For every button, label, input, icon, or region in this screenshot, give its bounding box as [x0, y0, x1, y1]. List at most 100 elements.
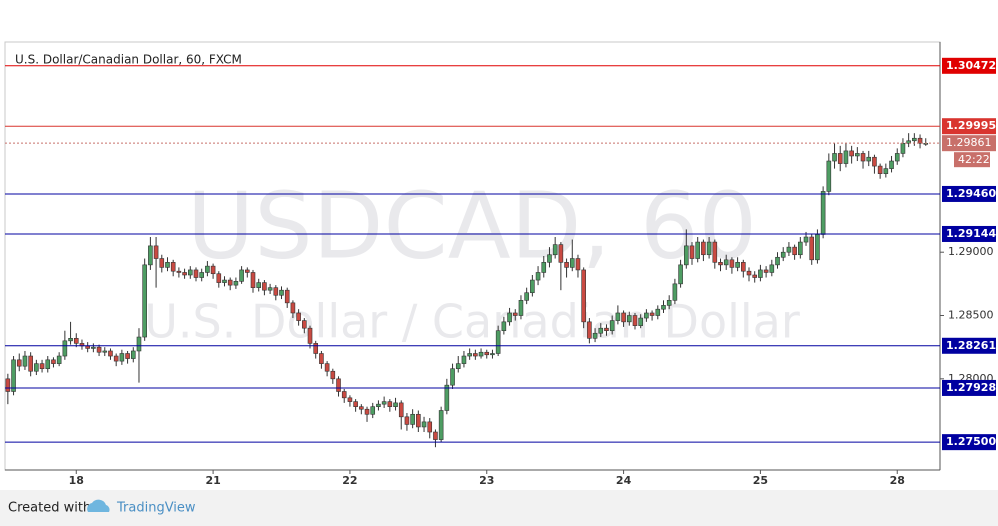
candle-body [524, 292, 529, 301]
x-tick-label: 24 [616, 474, 632, 487]
candle-body [809, 236, 815, 261]
candle-body [73, 338, 79, 344]
candle-body [655, 308, 661, 316]
last-price-label: 1.29861 [946, 136, 992, 149]
candle-body [56, 355, 62, 364]
candle-body [701, 241, 706, 256]
candle-body [837, 153, 843, 164]
candle-body [284, 289, 290, 304]
candle-body [233, 281, 239, 286]
candle-body [473, 353, 478, 357]
candle-body [96, 346, 102, 353]
candle-body [245, 269, 250, 273]
candle-body [336, 378, 341, 392]
candle-body [547, 254, 552, 263]
candle-body [159, 258, 165, 268]
x-tick-label: 25 [753, 474, 768, 487]
candle-body [638, 317, 643, 326]
candle-body [894, 153, 900, 162]
candle-body [798, 241, 803, 256]
candle-body [262, 282, 267, 291]
tradingview-logo [87, 499, 110, 512]
candle-body [900, 143, 906, 154]
candle-body [433, 431, 438, 440]
candle-body [592, 332, 598, 339]
candle-body [427, 421, 433, 433]
candle-body [296, 312, 301, 321]
chart-title: U.S. Dollar/Canadian Dollar, 60, FXCM [15, 53, 242, 67]
candle-body [569, 258, 575, 268]
candle-body [130, 350, 136, 359]
candle-body [136, 336, 142, 352]
candle-body [28, 355, 33, 372]
candle-body [872, 156, 877, 167]
candle-body [735, 262, 740, 268]
candle-body [102, 350, 108, 353]
candle-body [906, 140, 911, 144]
candle-body [706, 241, 712, 256]
y-tick-label: 1.29000 [948, 245, 994, 258]
candle-body [832, 153, 837, 162]
candle-body [478, 351, 484, 357]
countdown-label: 42:22 [958, 153, 990, 166]
footer-brand[interactable]: TradingView [116, 501, 196, 516]
candle-body [604, 327, 609, 332]
candle-body [786, 246, 792, 253]
candle-body [535, 272, 541, 281]
candle-body [843, 150, 849, 164]
candle-body [410, 413, 415, 425]
candle-body [62, 340, 68, 357]
candle-body [364, 408, 370, 415]
candle-body [877, 165, 883, 174]
candle-body [239, 269, 244, 282]
candle-body [530, 279, 535, 294]
candle-body [729, 259, 735, 268]
candle-body [199, 272, 204, 278]
candle-body [307, 327, 313, 344]
candle-body [11, 359, 16, 392]
candle-body [330, 370, 336, 380]
candle-body [541, 262, 547, 273]
candle-body [587, 321, 592, 339]
candle-body [461, 355, 467, 364]
candle-body [381, 401, 387, 405]
x-tick-label: 21 [205, 474, 220, 487]
candle-body [267, 287, 273, 291]
candle-body [718, 262, 723, 266]
candle-body [552, 244, 558, 256]
candle-body [216, 273, 222, 283]
candle-body [820, 191, 826, 235]
level-label-box [942, 225, 996, 242]
candle-body [85, 345, 90, 349]
candle-body [826, 160, 832, 192]
candle-body [45, 359, 51, 369]
candle-body [490, 353, 495, 356]
level-label-box [942, 57, 996, 74]
candle-body [803, 236, 809, 243]
candle-body [644, 312, 649, 319]
level-label-box [942, 379, 996, 396]
level-label-box [942, 337, 996, 354]
candle-body [22, 355, 28, 367]
candle-body [467, 353, 472, 357]
level-label: 1.30472 [946, 59, 996, 72]
candle-body [125, 353, 130, 359]
candle-body [421, 421, 427, 428]
level-label-box [942, 185, 996, 202]
candle-body [176, 270, 182, 273]
candle-body [313, 343, 319, 354]
candle-body [444, 384, 450, 411]
candle-body [632, 315, 638, 326]
watermark-name: U.S. Dollar / Canadian Dollar [144, 295, 800, 349]
x-tick-label: 18 [69, 474, 84, 487]
level-label-box [942, 434, 996, 451]
candle-body [450, 368, 455, 386]
level-label: 1.29144 [946, 227, 996, 240]
x-tick-label: 28 [890, 474, 905, 487]
candle-body [142, 264, 147, 338]
candle-body [91, 346, 96, 349]
candle-body [558, 244, 564, 263]
candle-body [598, 327, 604, 334]
level-label: 1.29995 [946, 119, 996, 132]
